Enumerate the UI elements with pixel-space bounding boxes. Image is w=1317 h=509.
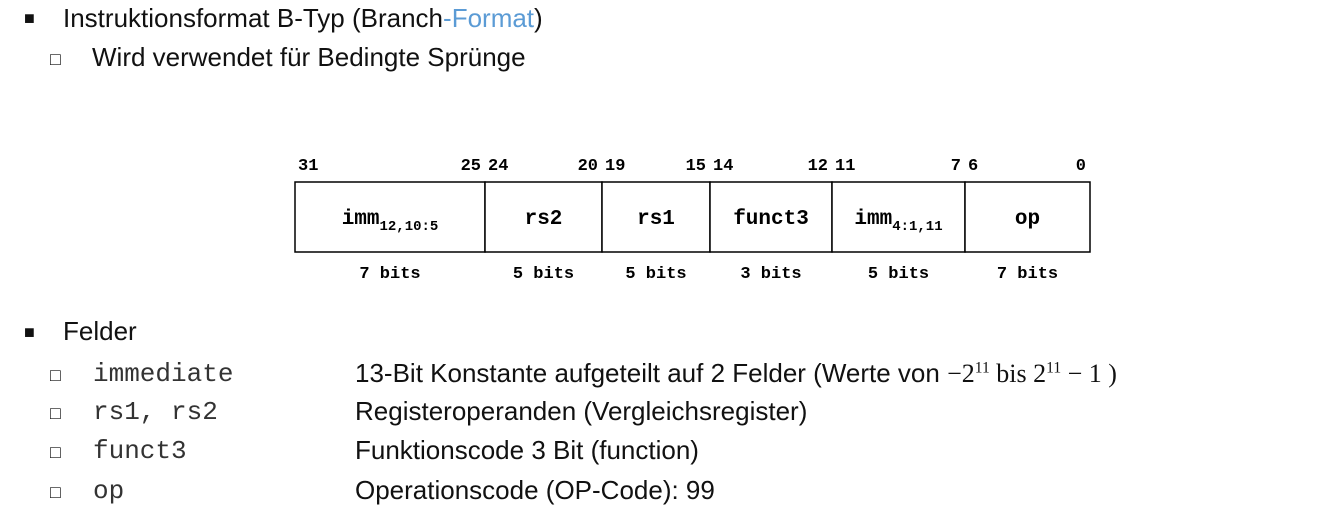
description-text: − 1 [1061, 359, 1102, 388]
bullet: ■ [24, 8, 35, 28]
bit-index: 20 [578, 157, 598, 176]
field-name: imm12,10:5 [342, 208, 439, 235]
term: rs1, rs2 [93, 397, 218, 427]
sub-bullet: □ [50, 49, 61, 69]
field-name-text: rs2 [525, 208, 563, 231]
field-box [831, 181, 966, 253]
sub-bullet: □ [50, 403, 61, 423]
field-width: 7 bits [997, 265, 1058, 284]
term: funct3 [93, 436, 187, 466]
bit-index: 11 [835, 157, 855, 176]
sub-bullet: □ [50, 365, 61, 385]
description-text: ) [1101, 359, 1117, 388]
sub-bullet: □ [50, 442, 61, 462]
field-width: 5 bits [625, 265, 686, 284]
field-name-text: op [1015, 208, 1040, 231]
description-text: Registeroperanden (Vergleichsregister) [355, 396, 808, 426]
term: op [93, 476, 125, 506]
bit-index: 14 [713, 157, 733, 176]
field-width: 3 bits [740, 265, 801, 284]
bit-index: 24 [488, 157, 508, 176]
description: Operationscode (OP-Code): 99 [355, 477, 715, 503]
field-subscript: 4:1,11 [892, 219, 942, 235]
bit-index: 15 [686, 157, 706, 176]
description-text: 13-Bit Konstante aufgeteilt auf 2 Felder… [355, 358, 948, 388]
field-box [709, 181, 833, 253]
bit-index: 7 [951, 157, 961, 176]
field-name: op [1015, 208, 1040, 231]
field-box [964, 181, 1091, 253]
field-width: 5 bits [513, 265, 574, 284]
bullet: ■ [24, 322, 35, 342]
description: Registeroperanden (Vergleichsregister) [355, 398, 807, 424]
description: Funktionscode 3 Bit (function) [355, 437, 699, 463]
description-text: Funktionscode 3 Bit (function) [355, 435, 699, 465]
field-box [601, 181, 711, 253]
title-text: ) [534, 3, 543, 33]
bit-index: 19 [605, 157, 625, 176]
bit-index: 31 [298, 157, 318, 176]
bit-index: 12 [808, 157, 828, 176]
field-name-text: rs1 [637, 208, 675, 231]
description-text: −2 [947, 359, 975, 388]
exponent: 11 [1046, 359, 1062, 377]
field-box [294, 181, 486, 253]
field-name: imm4:1,11 [854, 208, 942, 235]
subtitle: Wird verwendet für Bedingte Sprünge [92, 42, 526, 72]
title-text: Instruktionsformat B-Typ (Branch [63, 3, 444, 33]
title-highlight: -Format [443, 3, 535, 33]
field-name: funct3 [733, 208, 809, 231]
description-text: bis [989, 359, 1034, 388]
description: 13-Bit Konstante aufgeteilt auf 2 Felder… [355, 360, 1117, 387]
title: Instruktionsformat B-Typ (Branch-Format) [63, 5, 543, 31]
field-name-text: imm [854, 208, 892, 231]
field-name: rs2 [525, 208, 563, 231]
field-name-text: funct3 [733, 208, 809, 231]
description-text: 2 [1033, 359, 1047, 388]
bit-index: 25 [461, 157, 481, 176]
field-width: 5 bits [868, 265, 929, 284]
term: immediate [93, 359, 234, 389]
sub-bullet: □ [50, 482, 61, 502]
field-name-text: imm [342, 208, 380, 231]
section-title: Felder [63, 316, 137, 346]
field-name: rs1 [637, 208, 675, 231]
field-subscript: 12,10:5 [380, 219, 439, 235]
bit-index: 0 [1076, 157, 1086, 176]
field-width: 7 bits [359, 265, 420, 284]
description-text: Operationscode (OP-Code): 99 [355, 475, 715, 505]
exponent: 11 [974, 359, 990, 377]
bit-index: 6 [968, 157, 978, 176]
